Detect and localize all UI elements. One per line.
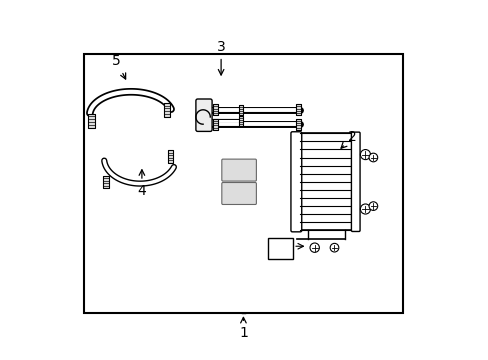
Bar: [267, 238, 292, 259]
Circle shape: [309, 243, 319, 252]
Bar: [238, 105, 243, 115]
Bar: [103, 176, 108, 188]
Bar: [84, 54, 402, 313]
Text: 5: 5: [112, 54, 125, 79]
Bar: [300, 133, 352, 230]
Bar: [213, 119, 218, 130]
Bar: [296, 119, 300, 130]
FancyBboxPatch shape: [222, 183, 256, 204]
Circle shape: [368, 202, 377, 210]
Bar: [164, 103, 170, 117]
Bar: [168, 150, 173, 163]
Text: 2: 2: [340, 130, 356, 148]
FancyBboxPatch shape: [351, 132, 359, 231]
FancyBboxPatch shape: [290, 132, 301, 232]
Text: 4: 4: [137, 170, 146, 198]
Circle shape: [368, 153, 377, 162]
Circle shape: [360, 204, 370, 214]
Circle shape: [360, 149, 370, 159]
Text: 1: 1: [239, 318, 247, 340]
Bar: [88, 113, 94, 128]
Circle shape: [329, 243, 338, 252]
FancyBboxPatch shape: [222, 159, 256, 181]
Text: 3: 3: [216, 40, 225, 75]
FancyBboxPatch shape: [196, 99, 212, 131]
Bar: [296, 104, 300, 115]
Bar: [238, 116, 243, 126]
Bar: [213, 104, 218, 115]
